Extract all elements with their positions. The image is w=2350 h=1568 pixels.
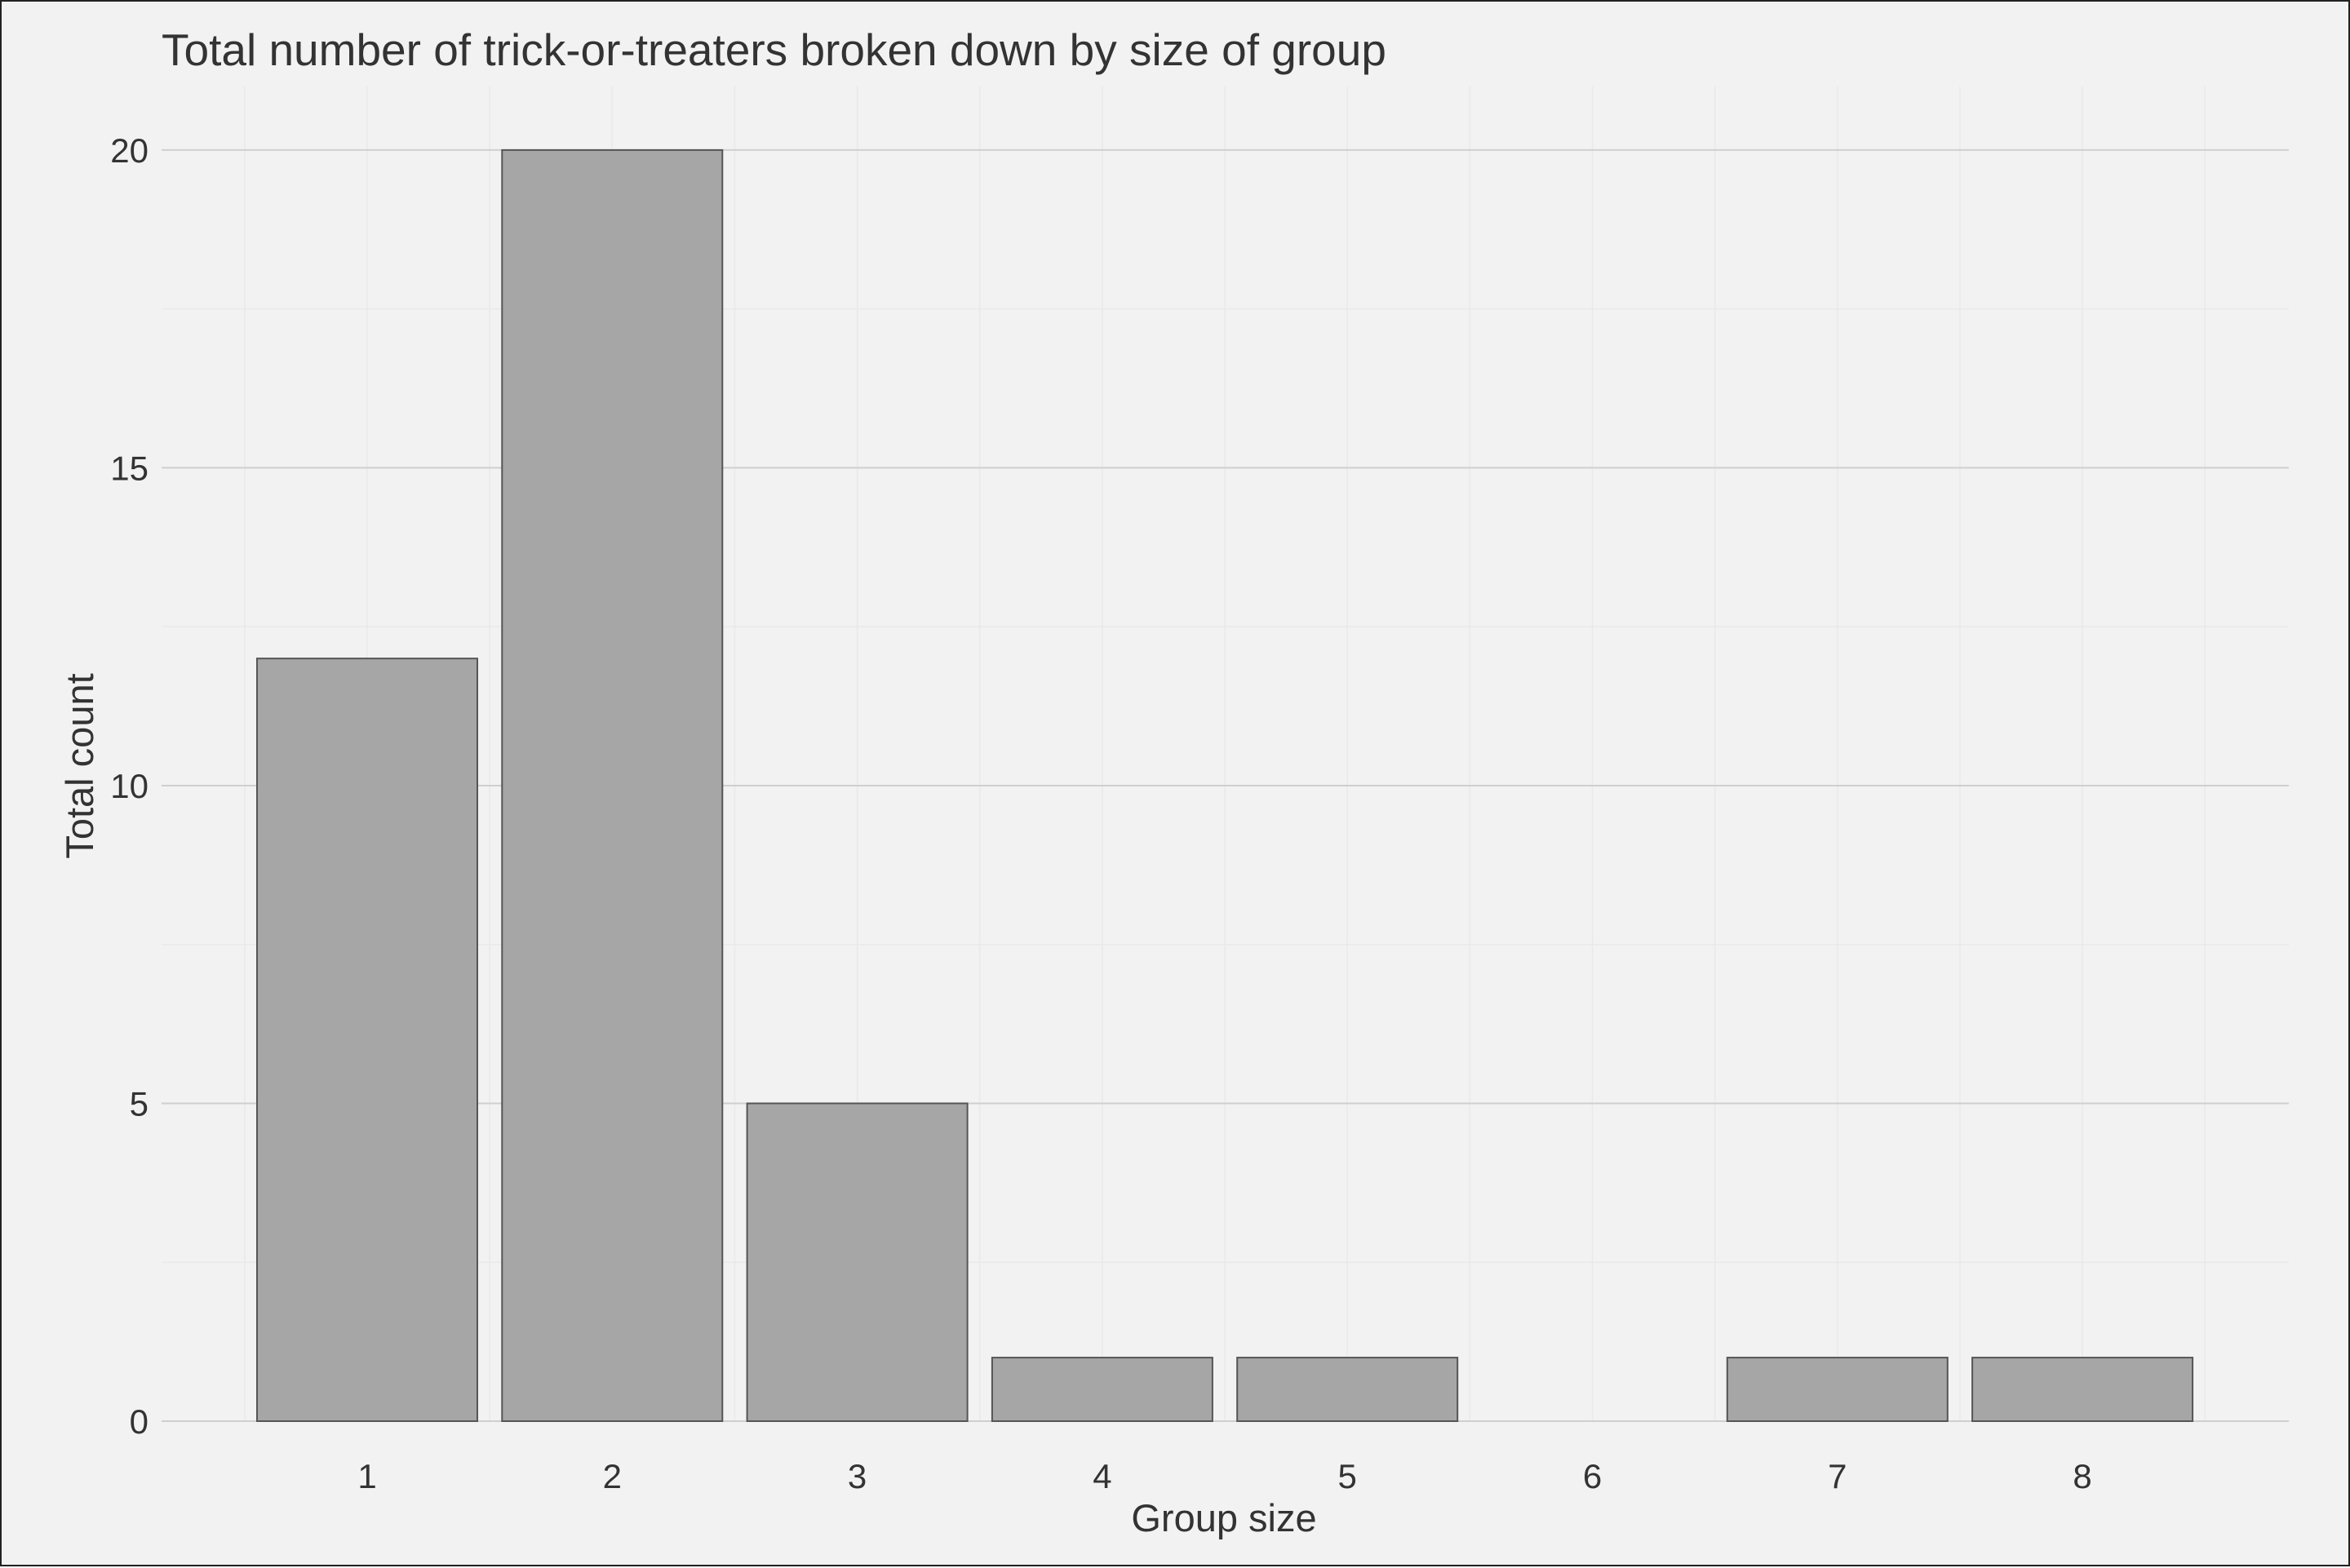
x-tick-label: 6	[1583, 1457, 1602, 1495]
bar-group-size-5	[1236, 1357, 1459, 1422]
x-tick-label: 7	[1828, 1457, 1847, 1495]
tick-layer: 0 5 10 15 20 1 2 3 4 5 6 7 8	[110, 131, 2091, 1495]
y-tick-label: 10	[110, 767, 149, 805]
x-tick-label: 5	[1338, 1457, 1357, 1495]
chart-title: Total number of trick-or-treaters broken…	[162, 24, 1386, 75]
y-tick-label: 5	[130, 1084, 149, 1123]
bar-group-size-2	[501, 148, 724, 1422]
bar-group-size-8	[1971, 1357, 2194, 1422]
x-tick-label: 8	[2073, 1457, 2091, 1495]
y-tick-label: 20	[110, 131, 149, 170]
bar-group-size-1	[256, 658, 478, 1422]
grid-layer	[162, 86, 2289, 1422]
x-tick-label: 1	[357, 1457, 376, 1495]
bar-layer	[256, 148, 2194, 1422]
x-tick-label: 3	[848, 1457, 867, 1495]
bar-group-size-3	[746, 1102, 969, 1422]
bar-group-size-4	[991, 1357, 1213, 1422]
x-tick-label: 2	[603, 1457, 622, 1495]
y-tick-label: 0	[130, 1402, 149, 1441]
x-tick-label: 4	[1093, 1457, 1111, 1495]
y-tick-label: 15	[110, 449, 149, 487]
bar-group-size-7	[1726, 1357, 1949, 1422]
y-axis-title: Total count	[58, 673, 101, 858]
x-axis-title: Group size	[1131, 1496, 1316, 1539]
